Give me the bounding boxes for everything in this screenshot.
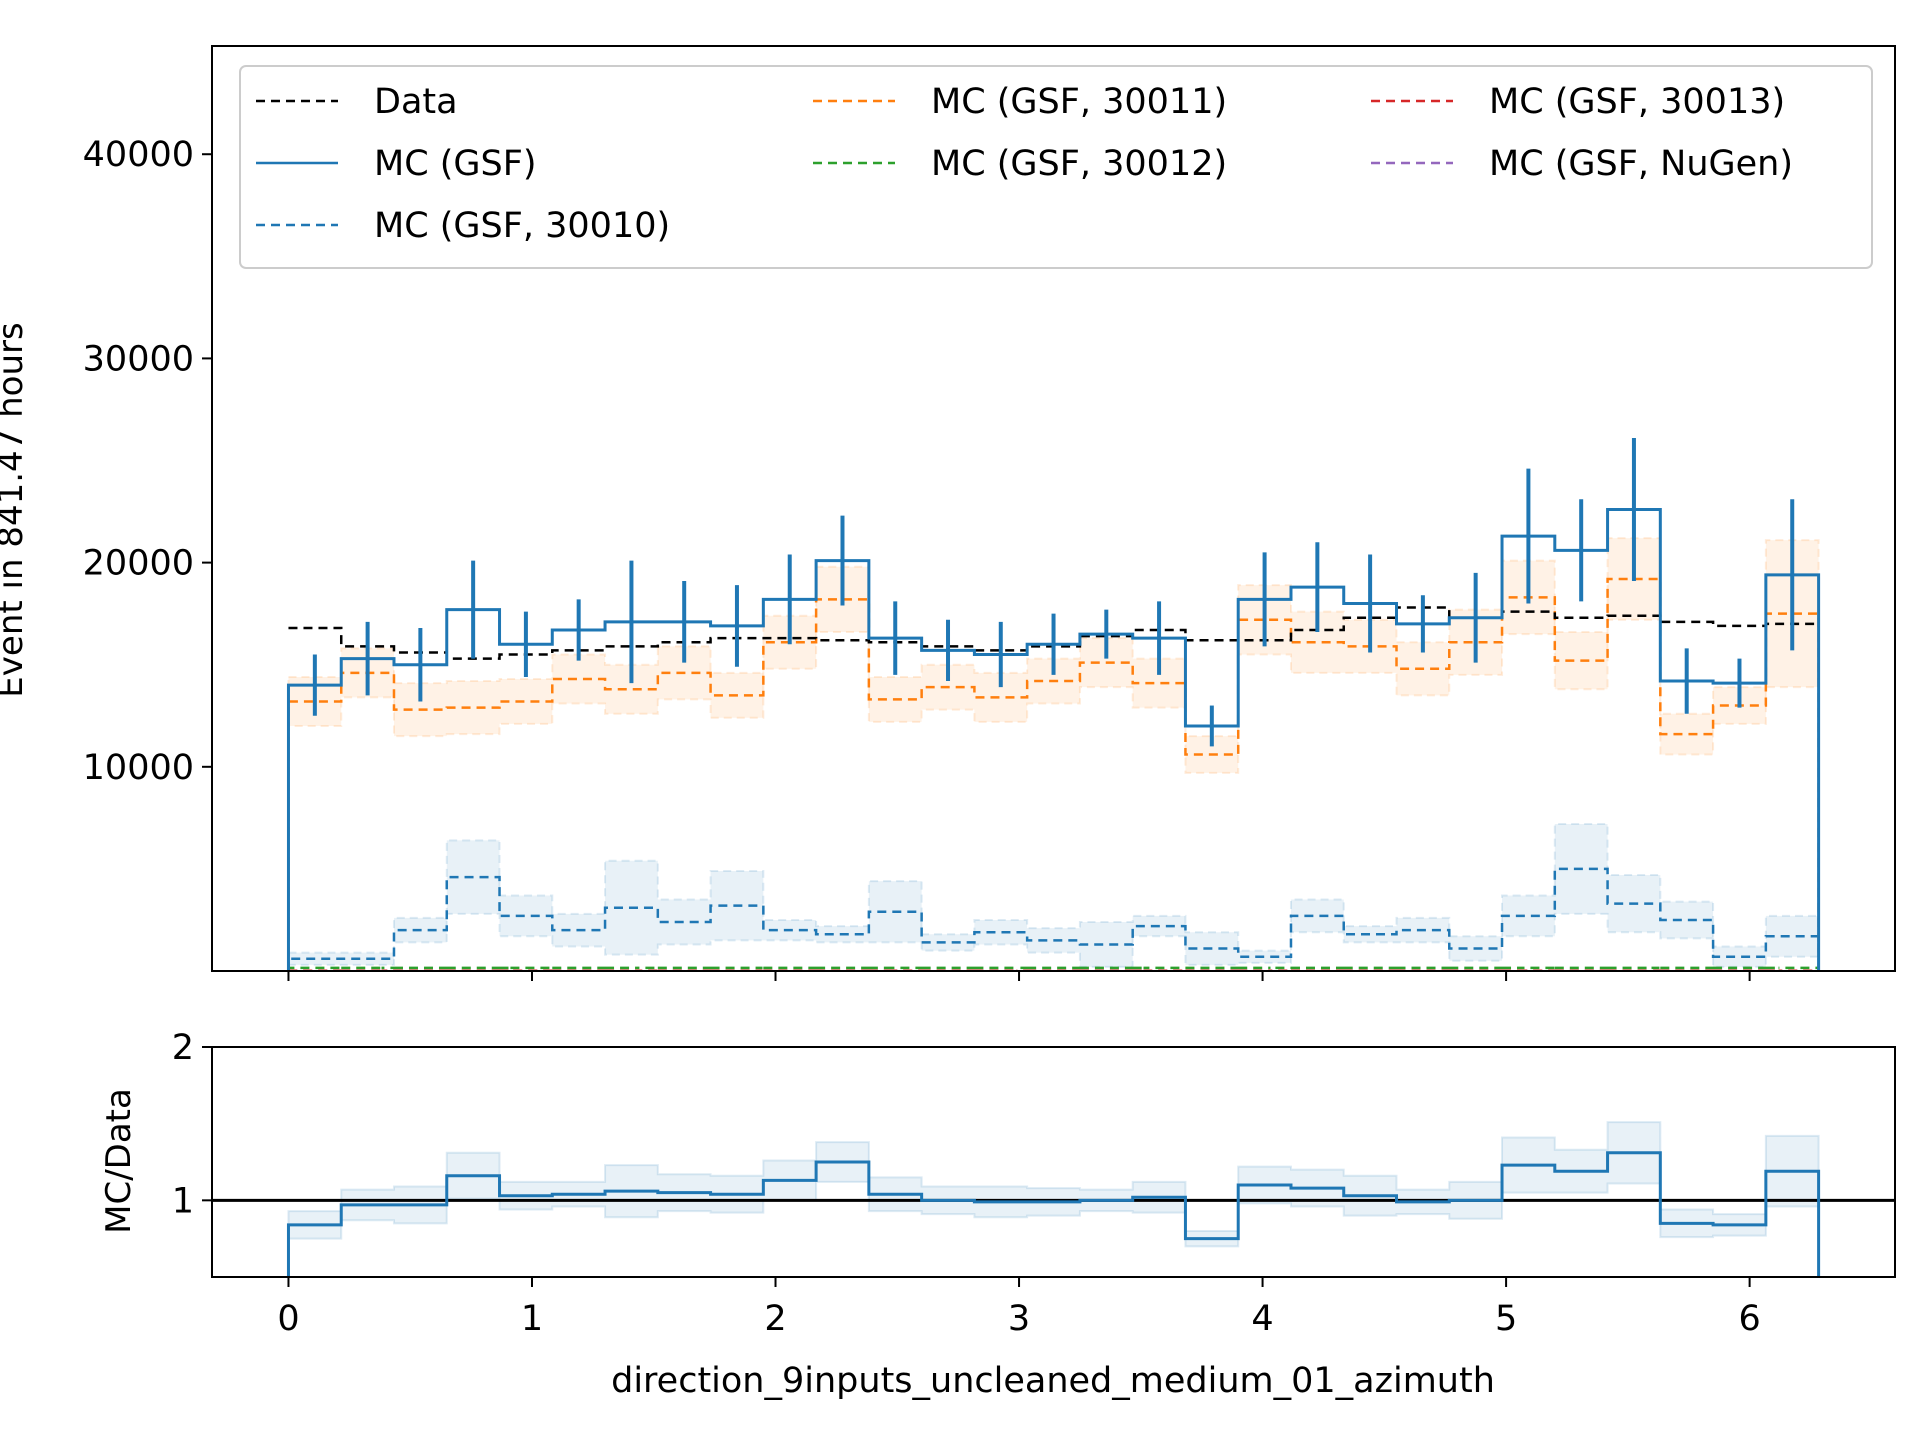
x-axis-label: direction_9inputs_uncleaned_medium_01_az… bbox=[611, 1361, 1495, 1401]
ratio-error-band bbox=[287, 1121, 1820, 1248]
line-mc-gsf-30010 bbox=[287, 867, 1820, 971]
ratio-plot-content bbox=[212, 1121, 1895, 1277]
legend-label: MC (GSF) bbox=[374, 144, 537, 184]
legend-label: MC (GSF, 30010) bbox=[374, 206, 670, 246]
line-mc-gsf-30011 bbox=[287, 577, 1820, 971]
main-x-ticks bbox=[287, 971, 1751, 981]
x-tick-label: 5 bbox=[1495, 1299, 1517, 1339]
ratio-band bbox=[287, 1121, 1820, 1248]
main-y-axis-label: Event in 841.47 hours bbox=[0, 322, 31, 697]
main-y-tick-label: 40000 bbox=[83, 135, 194, 175]
legend-frame bbox=[239, 65, 1873, 269]
main-y-tick-label: 10000 bbox=[83, 748, 194, 788]
legend-entry-mc-gsf-30011: MC (GSF, 30011) bbox=[813, 82, 1227, 122]
legend-label: MC (GSF, 30013) bbox=[1489, 82, 1785, 122]
x-tick-label: 6 bbox=[1738, 1299, 1760, 1339]
legend-label: Data bbox=[374, 82, 458, 122]
ratio-line bbox=[286, 1151, 1821, 1277]
main-plot-content bbox=[286, 438, 1821, 971]
ratio-y-tick-label: 1 bbox=[172, 1181, 194, 1221]
legend-entry-data: Data bbox=[256, 82, 458, 122]
ratio-axes-frame bbox=[211, 1046, 1896, 1278]
legend-entry-mc-gsf-30013: MC (GSF, 30013) bbox=[1371, 82, 1785, 122]
ratio-y-ticks: 12 bbox=[172, 1028, 212, 1221]
ratio-x-ticks: 0 1 2 3 4 5 6 bbox=[277, 1277, 1761, 1339]
main-axes-frame bbox=[211, 45, 1896, 972]
legend: Data MC (GSF) MC (GSF, 30010) MC (GSF, 3001… bbox=[239, 65, 1873, 269]
ratio-y-tick-label: 2 bbox=[172, 1028, 194, 1068]
legend-label: MC (GSF, NuGen) bbox=[1489, 144, 1793, 184]
legend-entries: Data MC (GSF) MC (GSF, 30010) MC (GSF, 3001… bbox=[256, 82, 1793, 246]
legend-entry-mc-gsf: MC (GSF) bbox=[256, 144, 537, 184]
main-error-bands bbox=[287, 537, 1820, 968]
line-mc-gsf bbox=[286, 508, 1821, 971]
legend-label: MC (GSF, 30012) bbox=[931, 144, 1227, 184]
band-mc-gsf-30010 bbox=[287, 822, 1820, 968]
x-tick-label: 2 bbox=[764, 1299, 786, 1339]
legend-label: MC (GSF, 30011) bbox=[931, 82, 1227, 122]
x-tick-label: 0 bbox=[277, 1299, 299, 1339]
legend-entry-mc-gsf-nugen: MC (GSF, NuGen) bbox=[1371, 144, 1793, 184]
ratio-series-line bbox=[286, 1151, 1821, 1277]
band-mc-gsf-30011 bbox=[287, 537, 1820, 774]
main-y-tick-label: 20000 bbox=[83, 544, 194, 584]
main-panel: 10000 20000 30000 40000 Event in 841.47 hou… bbox=[0, 45, 1896, 981]
x-tick-label: 1 bbox=[521, 1299, 543, 1339]
legend-entry-mc-gsf-30010: MC (GSF, 30010) bbox=[256, 206, 670, 246]
main-error-bars bbox=[312, 438, 1795, 747]
legend-entry-mc-gsf-30012: MC (GSF, 30012) bbox=[813, 144, 1227, 184]
x-tick-label: 3 bbox=[1008, 1299, 1030, 1339]
x-tick-label: 4 bbox=[1251, 1299, 1273, 1339]
ratio-y-axis-label: MC/Data bbox=[99, 1088, 139, 1234]
main-y-tick-label: 30000 bbox=[83, 339, 194, 379]
main-y-ticks: 10000 20000 30000 40000 bbox=[83, 135, 212, 788]
line-mc-gsf-30012 bbox=[287, 966, 1820, 971]
